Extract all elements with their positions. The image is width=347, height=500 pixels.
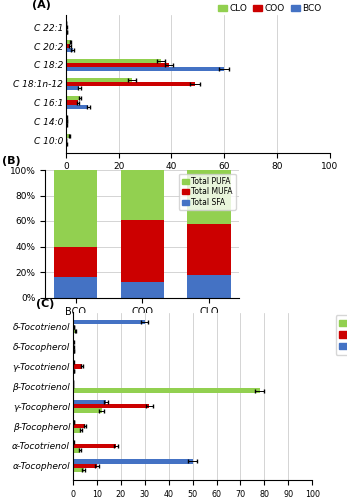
Bar bbox=[54, 170, 97, 246]
Bar bbox=[73, 400, 107, 404]
Bar bbox=[73, 428, 81, 432]
Bar bbox=[73, 320, 145, 324]
Bar bbox=[73, 448, 80, 452]
Bar bbox=[121, 170, 164, 220]
Bar bbox=[66, 63, 169, 67]
Bar bbox=[66, 82, 195, 86]
Bar bbox=[187, 170, 231, 224]
Bar bbox=[73, 360, 74, 364]
Bar bbox=[66, 134, 70, 138]
Bar bbox=[73, 444, 116, 448]
Bar bbox=[66, 40, 71, 44]
Bar bbox=[66, 67, 224, 71]
Bar bbox=[73, 460, 193, 464]
Text: (A): (A) bbox=[32, 0, 51, 10]
Bar bbox=[187, 224, 231, 274]
Bar bbox=[66, 100, 78, 104]
Bar bbox=[73, 468, 84, 472]
Bar bbox=[66, 119, 67, 124]
Bar bbox=[73, 340, 74, 344]
Text: (C): (C) bbox=[36, 300, 54, 310]
Text: (B): (B) bbox=[2, 156, 21, 166]
Bar bbox=[66, 59, 161, 63]
Bar bbox=[121, 282, 164, 298]
Bar bbox=[73, 344, 74, 348]
Bar bbox=[73, 464, 97, 468]
Bar bbox=[66, 48, 73, 52]
Bar bbox=[121, 220, 164, 282]
Bar bbox=[73, 404, 150, 408]
Bar bbox=[66, 30, 67, 34]
Legend: CLO, COO, BCO: CLO, COO, BCO bbox=[214, 0, 325, 16]
Bar bbox=[73, 420, 74, 424]
Legend: BCO, COO, CLO: BCO, COO, CLO bbox=[336, 316, 347, 355]
Bar bbox=[73, 368, 74, 373]
Bar bbox=[66, 44, 70, 48]
Bar bbox=[54, 246, 97, 277]
Bar bbox=[73, 364, 83, 368]
Bar bbox=[66, 86, 79, 90]
Bar bbox=[73, 324, 74, 329]
Bar bbox=[54, 277, 97, 297]
Bar bbox=[66, 96, 81, 100]
Bar bbox=[73, 424, 85, 428]
Bar bbox=[66, 104, 88, 108]
Bar bbox=[66, 115, 67, 119]
Legend: Total PUFA, Total MUFA, Total SFA: Total PUFA, Total MUFA, Total SFA bbox=[179, 174, 236, 210]
Bar bbox=[66, 124, 67, 128]
X-axis label: % of fatty acid: % of fatty acid bbox=[162, 174, 233, 184]
Bar bbox=[73, 408, 102, 412]
Bar bbox=[66, 26, 67, 30]
Bar bbox=[66, 142, 67, 146]
Bar bbox=[73, 348, 74, 353]
Bar bbox=[73, 388, 260, 393]
Bar bbox=[66, 78, 132, 82]
Bar bbox=[73, 329, 75, 333]
Bar bbox=[73, 440, 74, 444]
Bar bbox=[187, 274, 231, 297]
